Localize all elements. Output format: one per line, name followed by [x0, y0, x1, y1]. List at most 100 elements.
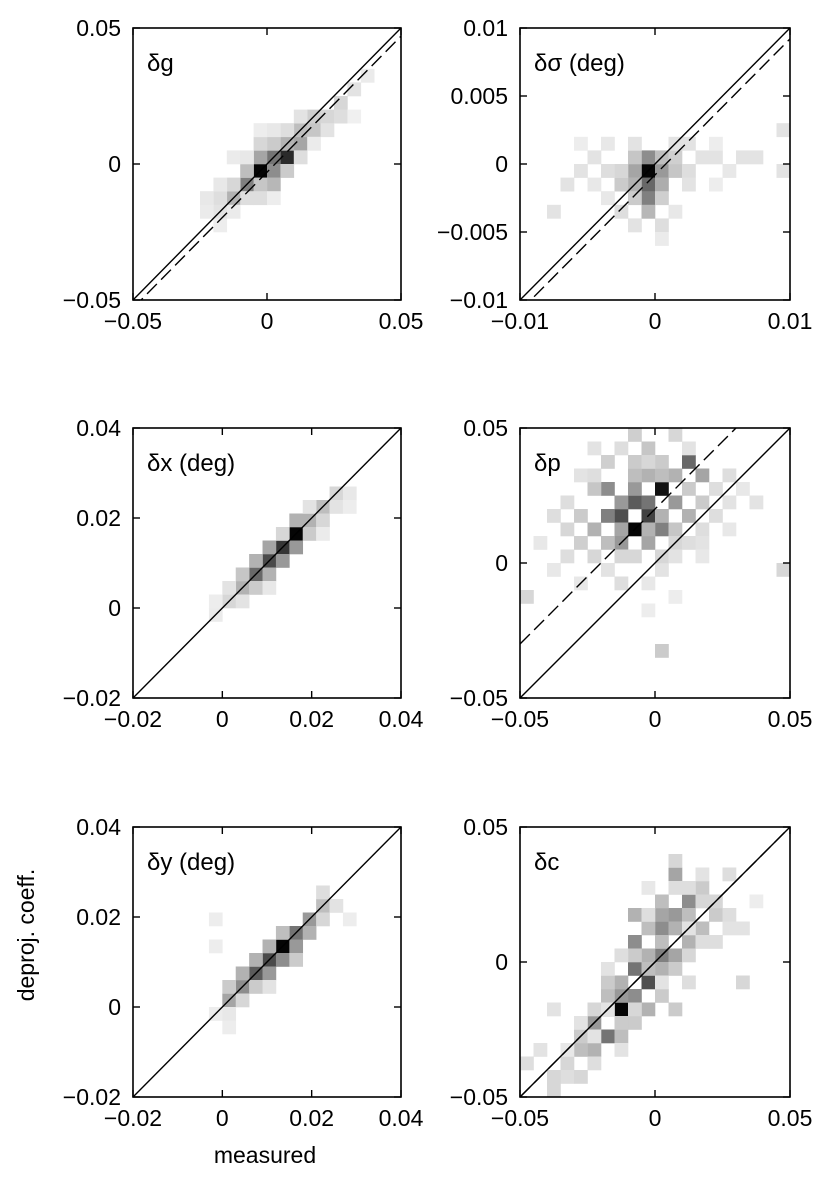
- y-tick-label: 0.05: [463, 415, 508, 441]
- density-cell: [547, 204, 561, 219]
- density-cell: [213, 191, 228, 206]
- y-tick-label: −0.02: [63, 685, 121, 711]
- density-cell: [695, 894, 710, 909]
- density-cell: [655, 164, 669, 178]
- density-cell: [722, 908, 737, 922]
- y-tick-label: 0: [108, 994, 121, 1020]
- density-cell: [682, 482, 696, 496]
- x-tick-label: 0: [649, 308, 662, 334]
- density-cell: [695, 468, 710, 483]
- x-tick-label: −0.02: [104, 706, 162, 732]
- density-cell: [614, 204, 629, 219]
- density-cell: [682, 177, 696, 192]
- density-cell: [253, 177, 268, 192]
- density-cell: [289, 513, 304, 528]
- density-cell: [614, 1016, 629, 1030]
- density-cell: [302, 527, 317, 541]
- x-tick-label: 0.04: [379, 1105, 424, 1131]
- y-tick-label: 0: [108, 595, 121, 621]
- y-tick-label: −0.05: [63, 287, 121, 313]
- density-cell: [200, 191, 214, 206]
- density-cell: [262, 581, 277, 595]
- density-cell: [235, 594, 250, 609]
- density-cell: [213, 218, 228, 233]
- density-cell: [682, 975, 696, 990]
- density-cell: [668, 948, 683, 963]
- x-tick-label: 0.04: [379, 706, 424, 732]
- density-cell: [695, 881, 710, 895]
- density-cell: [668, 150, 683, 165]
- density-cell: [289, 939, 304, 954]
- y-tick-label: 0: [495, 949, 508, 975]
- density-cell: [695, 549, 710, 564]
- density-cell: [776, 563, 790, 577]
- density-cell: [249, 953, 263, 967]
- density-cell: [709, 908, 723, 922]
- density-cell: [695, 921, 710, 936]
- y-axis-label: deproj. coeff.: [13, 869, 39, 1002]
- density-cell: [574, 136, 588, 151]
- density-cell: [614, 522, 629, 537]
- panel-title: δy (deg): [147, 849, 235, 876]
- density-cell: [342, 500, 357, 514]
- panel-title: δc: [534, 849, 559, 876]
- density-cell: [641, 908, 656, 922]
- density-cell: [601, 191, 615, 206]
- density-cell: [682, 948, 696, 963]
- density-cell: [709, 509, 723, 523]
- density-cell: [668, 921, 683, 936]
- density-cell: [614, 975, 629, 990]
- y-tick-label: 0.05: [463, 814, 508, 840]
- density-cell: [316, 527, 330, 541]
- density-cell: [329, 899, 344, 913]
- density-cell: [560, 1056, 575, 1071]
- density-cell: [655, 468, 669, 483]
- y-tick-label: 0.05: [76, 15, 121, 41]
- density-cell: [320, 109, 335, 124]
- density-cell: [641, 441, 656, 456]
- density-cell: [641, 921, 656, 936]
- density-cell: [334, 96, 348, 110]
- density-cell: [587, 549, 602, 564]
- density-cell: [682, 136, 696, 151]
- density-cell: [587, 482, 602, 496]
- density-cell: [547, 1070, 561, 1084]
- density-cell: [628, 908, 642, 922]
- density-cell: [682, 536, 696, 550]
- axes-box: [132, 826, 402, 1098]
- density-cell: [668, 549, 683, 564]
- density-cell: [736, 921, 750, 936]
- density-cell: [329, 500, 344, 514]
- density-cell: [601, 164, 615, 178]
- density-cell: [668, 881, 683, 895]
- panel-title: δp: [534, 450, 561, 477]
- x-tick-label: −0.05: [491, 706, 549, 732]
- density-cell: [601, 482, 615, 496]
- density-cell: [668, 854, 683, 868]
- density-cell: [614, 1043, 629, 1057]
- density-cell: [668, 908, 683, 922]
- density-cell: [628, 935, 642, 949]
- x-tick-label: −0.05: [491, 1105, 549, 1131]
- density-cell: [655, 644, 669, 658]
- density-cell: [628, 1002, 642, 1017]
- density-cell: [695, 495, 710, 510]
- density-cell: [722, 867, 737, 882]
- density-cell: [695, 522, 710, 537]
- x-tick-label: 0: [216, 706, 229, 732]
- x-tick-label: −0.01: [491, 308, 549, 334]
- density-cell: [682, 455, 696, 469]
- density-cell: [289, 540, 304, 555]
- density-cell: [587, 441, 602, 456]
- panel-6: −0.05 0 0.05 −0.05 0 0.05 δc: [450, 814, 813, 1131]
- density-cell: [641, 177, 656, 192]
- density-cell: [280, 150, 295, 165]
- y-tick-label: −0.05: [450, 685, 508, 711]
- x-axis-label: measured: [214, 1142, 316, 1168]
- plot-area: [520, 28, 790, 300]
- density-cell: [302, 500, 317, 514]
- density-cell: [641, 468, 656, 483]
- density-cell: [668, 590, 683, 604]
- density-cell: [628, 948, 642, 963]
- density-cell: [574, 509, 588, 523]
